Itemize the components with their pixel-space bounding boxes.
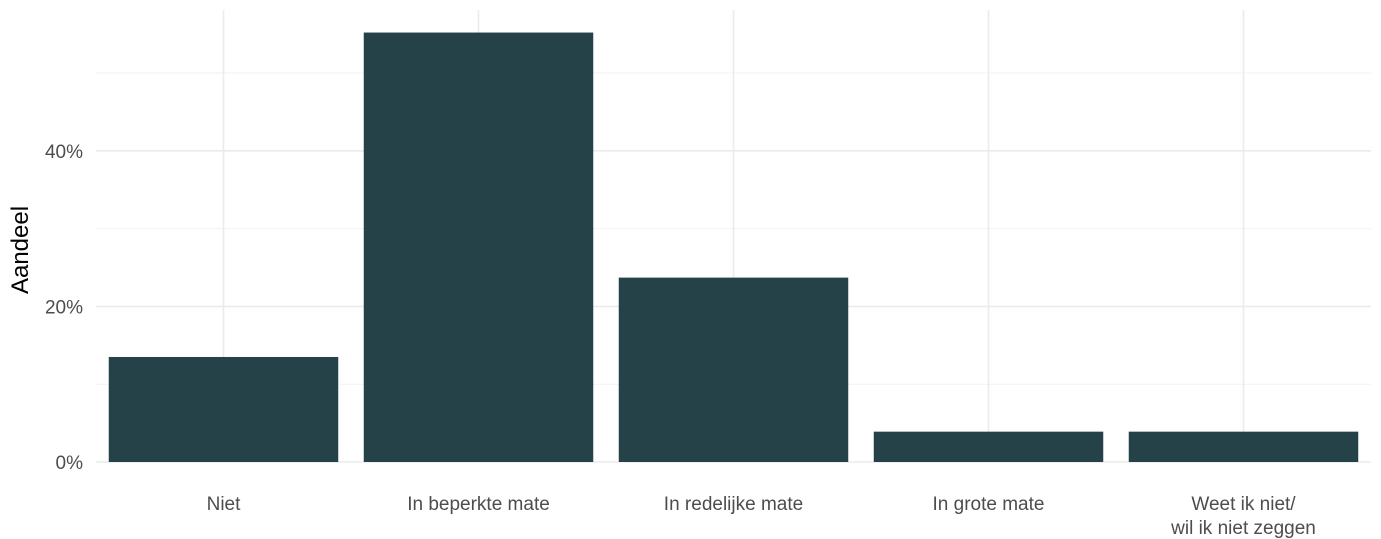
x-tick-label: In beperkte mate (407, 494, 550, 515)
x-tick-label: Niet (207, 494, 242, 515)
x-tick-label: In redelijke mate (664, 494, 803, 515)
x-tick-label-line: Niet (207, 494, 242, 515)
x-tick-label-line: In grote mate (933, 494, 1045, 515)
x-tick-label-line: In redelijke mate (664, 494, 803, 515)
x-axis-ticks: Niet In beperkte mate In redelijke mate In … (207, 494, 1316, 539)
x-tick-label-line: wil ik niet zeggen (1170, 518, 1316, 539)
bars (108, 32, 1359, 462)
y-tick-label: 40% (45, 142, 83, 163)
bar-0 (108, 356, 339, 462)
x-tick-label: Weet ik niet/wil ik niet zeggen (1170, 494, 1316, 539)
y-tick-label: 20% (45, 297, 83, 318)
x-tick-label: In grote mate (933, 494, 1045, 515)
x-tick-label-line: In beperkte mate (407, 494, 550, 515)
bar-2 (618, 277, 849, 462)
bar-1 (363, 32, 594, 462)
y-axis-ticks: 0% 20% 40% (45, 142, 83, 474)
x-tick-label-line: Weet ik niet/ (1191, 494, 1296, 515)
y-tick-label: 0% (56, 453, 84, 474)
y-axis-title: Aandeel (7, 206, 34, 294)
bar-4 (1128, 431, 1359, 462)
bar-3 (873, 431, 1104, 462)
